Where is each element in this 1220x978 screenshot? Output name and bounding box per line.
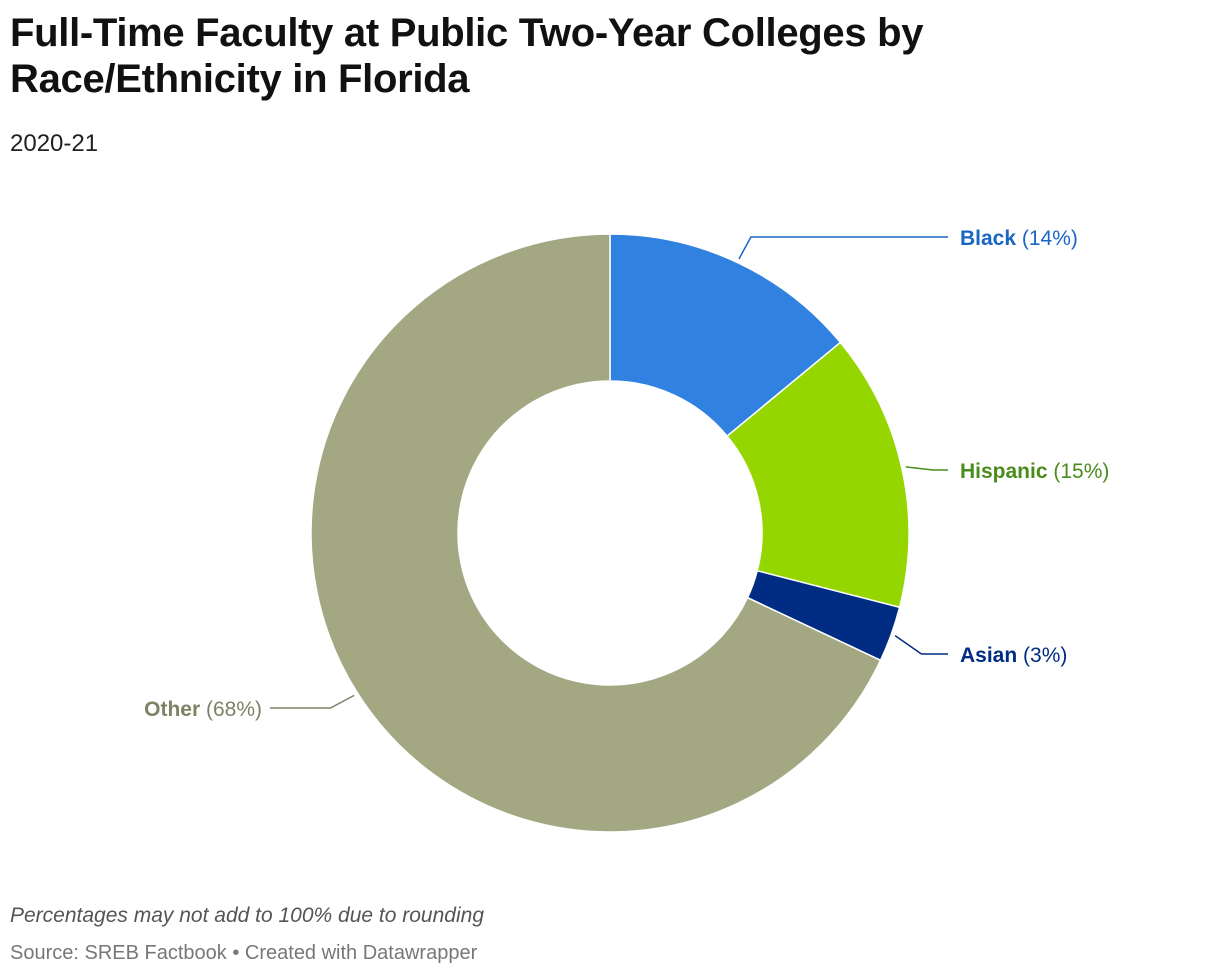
- leader-line-black: [738, 236, 948, 260]
- leader-line-asian: [894, 635, 948, 655]
- slice-label-hispanic: Hispanic (15%): [960, 460, 1109, 483]
- slice-label-value: (3%): [1017, 644, 1067, 667]
- slice-label-asian: Asian (3%): [960, 644, 1067, 667]
- slice-other: [310, 233, 882, 833]
- leader-line-other: [270, 694, 355, 709]
- chart-footer: Source: SREB Factbook • Created with Dat…: [10, 942, 477, 965]
- slice-label-value: (15%): [1048, 460, 1110, 483]
- label-leader-lines: [270, 236, 948, 709]
- footer-separator: •: [226, 942, 245, 964]
- slice-label-other: Other (68%): [144, 698, 262, 721]
- donut-slices: [310, 233, 910, 833]
- chart-title: Full-Time Faculty at Public Two-Year Col…: [10, 11, 924, 101]
- source-text: Source: SREB Factbook: [10, 942, 227, 964]
- slice-label-value: (14%): [1016, 227, 1078, 250]
- slice-label-name: Asian: [960, 644, 1017, 667]
- slice-labels: Black (14%) Hispanic (15%) Asian (3%) Other…: [144, 227, 1109, 721]
- slice-hispanic: [726, 341, 910, 609]
- slice-label-black: Black (14%): [960, 227, 1078, 250]
- slice-label-name: Other: [144, 698, 200, 721]
- slice-label-name: Black: [960, 227, 1016, 250]
- credit-link[interactable]: Created with Datawrapper: [244, 942, 478, 964]
- rounding-note: Percentages may not add to 100% due to r…: [10, 904, 484, 927]
- leader-line-hispanic: [905, 466, 948, 471]
- slice-black: [609, 233, 842, 437]
- slice-label-name: Hispanic: [960, 460, 1048, 483]
- slice-label-value: (68%): [200, 698, 262, 721]
- chart-subtitle: 2020-21: [10, 130, 99, 157]
